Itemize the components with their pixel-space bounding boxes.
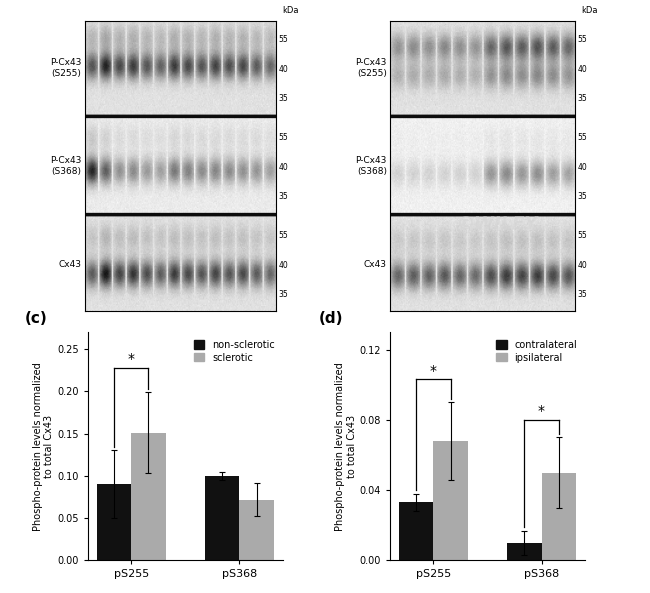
Bar bbox=[131, 433, 166, 560]
Text: 40: 40 bbox=[578, 65, 588, 74]
Text: 55: 55 bbox=[578, 35, 588, 44]
Bar bbox=[434, 441, 468, 560]
Text: 40: 40 bbox=[279, 164, 289, 173]
Text: 35: 35 bbox=[279, 94, 289, 103]
Bar bbox=[399, 502, 434, 560]
Text: *: * bbox=[430, 364, 437, 378]
Bar bbox=[541, 473, 576, 560]
Text: 55: 55 bbox=[578, 133, 588, 142]
Text: 35: 35 bbox=[578, 290, 588, 299]
Text: 35: 35 bbox=[279, 290, 289, 299]
Text: *: * bbox=[127, 352, 135, 366]
Y-axis label: Phospho-protein levels normalized
to total Cx43: Phospho-protein levels normalized to tot… bbox=[32, 362, 55, 531]
Text: kDa: kDa bbox=[282, 6, 299, 15]
Text: P-Cx43
(S255): P-Cx43 (S255) bbox=[356, 58, 387, 78]
Text: *: * bbox=[538, 404, 545, 418]
Text: 40: 40 bbox=[578, 164, 588, 173]
Text: 40: 40 bbox=[279, 262, 289, 270]
Text: Cx43: Cx43 bbox=[364, 260, 387, 269]
Text: 40: 40 bbox=[578, 262, 588, 270]
Text: ©WILEY: ©WILEY bbox=[457, 215, 538, 233]
Text: (c): (c) bbox=[25, 311, 47, 326]
Text: 40: 40 bbox=[279, 65, 289, 74]
Bar bbox=[97, 484, 131, 560]
Text: 35: 35 bbox=[578, 94, 588, 103]
Legend: contralateral, ipsilateral: contralateral, ipsilateral bbox=[493, 337, 580, 366]
Text: P-Cx43
(S368): P-Cx43 (S368) bbox=[50, 156, 81, 176]
Text: Cx43: Cx43 bbox=[58, 260, 81, 269]
Text: (d): (d) bbox=[318, 311, 343, 326]
Text: P-Cx43
(S368): P-Cx43 (S368) bbox=[356, 156, 387, 176]
Text: P-Cx43
(S255): P-Cx43 (S255) bbox=[50, 58, 81, 78]
Text: kDa: kDa bbox=[581, 6, 598, 15]
Text: 35: 35 bbox=[279, 192, 289, 201]
Text: 55: 55 bbox=[279, 35, 289, 44]
Bar bbox=[507, 543, 541, 560]
Text: 55: 55 bbox=[279, 231, 289, 240]
Bar bbox=[205, 476, 239, 560]
Y-axis label: Phospho-protein levels normalized
to total Cx43: Phospho-protein levels normalized to tot… bbox=[335, 362, 357, 531]
Text: 35: 35 bbox=[578, 192, 588, 201]
Text: 55: 55 bbox=[578, 231, 588, 240]
Text: 55: 55 bbox=[279, 133, 289, 142]
Bar bbox=[239, 499, 274, 560]
Legend: non-sclerotic, sclerotic: non-sclerotic, sclerotic bbox=[191, 337, 278, 366]
